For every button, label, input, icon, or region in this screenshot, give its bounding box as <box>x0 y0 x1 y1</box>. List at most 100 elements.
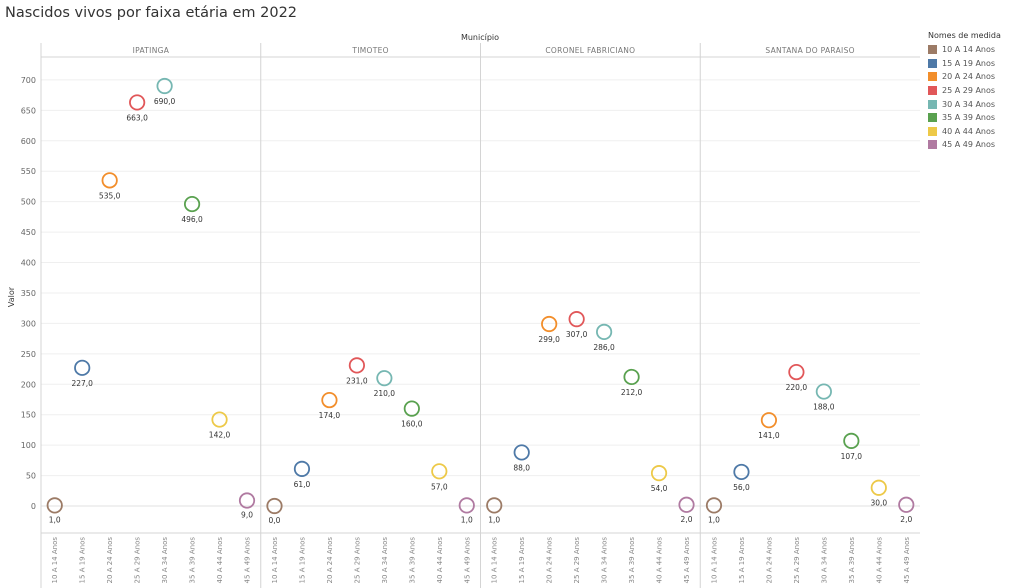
x-tick-label: 20 A 24 Anos <box>546 537 554 584</box>
data-label: 88,0 <box>513 463 530 472</box>
data-label: 307,0 <box>566 330 588 339</box>
legend-label: 30 A 34 Anos <box>942 99 996 109</box>
x-tick-label: 45 A 49 Anos <box>903 537 911 584</box>
legend-items: 10 A 14 Anos 15 A 19 Anos 20 A 24 Anos 25 A… <box>928 43 1001 152</box>
data-point <box>733 463 750 481</box>
data-label: 0,0 <box>269 516 281 525</box>
panel-header: SANTANA DO PARAISO <box>765 46 854 55</box>
x-tick-label: 30 A 34 Anos <box>820 537 828 584</box>
y-tick-label: 550 <box>21 167 36 176</box>
x-tick-label: 15 A 19 Anos <box>738 537 746 584</box>
legend-swatch <box>928 72 937 82</box>
y-tick-label: 250 <box>21 350 36 359</box>
x-tick-label: 20 A 24 Anos <box>106 537 114 584</box>
legend-item[interactable]: 20 A 24 Anos <box>928 70 1001 84</box>
panel-ipatinga: IPATINGA 1,0 10 A 14 Anos 227,0 15 A 19 Anos… <box>46 46 256 584</box>
data-point <box>266 497 283 515</box>
data-point <box>541 315 558 333</box>
x-tick-label: 35 A 39 Anos <box>628 537 636 584</box>
x-tick-label: 30 A 34 Anos <box>381 537 389 584</box>
x-tick-label: 10 A 14 Anos <box>51 537 59 584</box>
legend-swatch <box>928 99 937 109</box>
legend-item[interactable]: 30 A 34 Anos <box>928 97 1001 111</box>
data-point <box>431 463 448 480</box>
legend-label: 25 A 29 Anos <box>942 86 996 96</box>
data-label: 2,0 <box>900 515 912 524</box>
x-tick-label: 30 A 34 Anos <box>161 537 169 584</box>
data-label: 188,0 <box>813 403 835 412</box>
legend-label: 35 A 39 Anos <box>942 113 996 123</box>
x-tick-label: 25 A 29 Anos <box>793 537 801 584</box>
y-tick-label: 600 <box>21 137 36 146</box>
y-axis-ticks: 0 50 100 150 200 250 300 350 400 450 500 550 600 650 7… <box>21 76 36 511</box>
data-label: 141,0 <box>758 431 780 440</box>
legend-label: 10 A 14 Anos <box>942 45 996 55</box>
data-point <box>705 497 723 514</box>
x-tick-label: 15 A 19 Anos <box>79 537 87 584</box>
data-label: 1,0 <box>49 515 61 524</box>
data-point <box>760 412 778 429</box>
legend-label: 15 A 19 Anos <box>942 58 996 68</box>
data-label: 56,0 <box>733 483 750 492</box>
y-tick-label: 200 <box>21 380 36 389</box>
x-tick-label: 35 A 39 Anos <box>408 537 416 584</box>
data-label: 30,0 <box>870 499 887 508</box>
legend-swatch <box>928 58 937 68</box>
legend: Nomes de medida 10 A 14 Anos 15 A 19 Anos… <box>928 31 1001 152</box>
legend-item[interactable]: 25 A 29 Anos <box>928 84 1001 98</box>
x-tick-label: 30 A 34 Anos <box>601 537 609 584</box>
legend-item[interactable]: 35 A 39 Anos <box>928 111 1001 125</box>
legend-item[interactable]: 40 A 44 Anos <box>928 125 1001 139</box>
y-tick-label: 700 <box>21 76 36 85</box>
x-tick-label: 35 A 39 Anos <box>848 537 856 584</box>
data-label: 107,0 <box>841 452 863 461</box>
data-label: 227,0 <box>71 379 93 388</box>
panel-header: CORONEL FABRICIANO <box>545 46 635 55</box>
data-point <box>238 492 256 509</box>
x-tick-label: 20 A 24 Anos <box>326 537 334 584</box>
data-label: 210,0 <box>374 389 396 398</box>
data-label: 61,0 <box>294 480 311 489</box>
data-point <box>678 496 695 513</box>
legend-label: 40 A 44 Anos <box>942 126 996 136</box>
legend-item[interactable]: 15 A 19 Anos <box>928 57 1001 71</box>
x-tick-label: 35 A 39 Anos <box>189 537 197 584</box>
y-tick-label: 150 <box>21 411 36 420</box>
x-tick-label: 40 A 44 Anos <box>656 537 664 584</box>
panel-coronel-fabriciano: CORONEL FABRICIANO 1,0 10 A 14 Anos 88,0 15 … <box>480 43 695 588</box>
data-label: 220,0 <box>786 383 808 392</box>
x-tick-label: 25 A 29 Anos <box>573 537 581 584</box>
panel-santana-do-paraiso: SANTANA DO PARAISO 1,0 10 A 14 Anos 56,0 15 … <box>699 43 915 588</box>
data-point <box>46 497 63 514</box>
legend-item[interactable]: 10 A 14 Anos <box>928 43 1001 57</box>
y-tick-label: 300 <box>21 319 36 328</box>
x-tick-label: 10 A 14 Anos <box>271 537 279 584</box>
panel-timoteo: TIMOTEO 0,0 10 A 14 Anos 61,0 15 A 19 Anos 17… <box>260 43 475 588</box>
data-point <box>403 400 420 417</box>
y-tick-label: 50 <box>26 472 36 481</box>
legend-item[interactable]: 45 A 49 Anos <box>928 138 1001 152</box>
legend-swatch <box>928 113 937 123</box>
panel-header: TIMOTEO <box>351 46 389 55</box>
legend-swatch <box>928 140 937 150</box>
data-point <box>843 432 860 449</box>
data-label: 160,0 <box>401 420 423 429</box>
chart-plot: Município Valor 0 50 100 150 200 250 300 350 400… <box>7 33 920 588</box>
data-point <box>623 368 640 386</box>
y-tick-label: 400 <box>21 259 36 268</box>
x-tick-label: 45 A 49 Anos <box>683 537 691 584</box>
x-tick-label: 15 A 19 Anos <box>298 537 306 584</box>
data-point <box>870 479 887 496</box>
legend-swatch <box>928 45 937 55</box>
panels: IPATINGA 1,0 10 A 14 Anos 227,0 15 A 19 Anos… <box>46 43 915 588</box>
y-tick-label: 650 <box>21 106 36 115</box>
chart-title: Nascidos vivos por faixa etária em 2022 <box>5 5 298 21</box>
data-point <box>486 497 503 514</box>
y-tick-label: 0 <box>31 502 36 511</box>
data-label: 142,0 <box>209 431 231 440</box>
data-label: 1,0 <box>708 515 720 524</box>
data-label: 535,0 <box>99 191 121 200</box>
data-point <box>293 460 311 477</box>
x-tick-label: 40 A 44 Anos <box>436 537 444 584</box>
data-point <box>376 370 393 387</box>
